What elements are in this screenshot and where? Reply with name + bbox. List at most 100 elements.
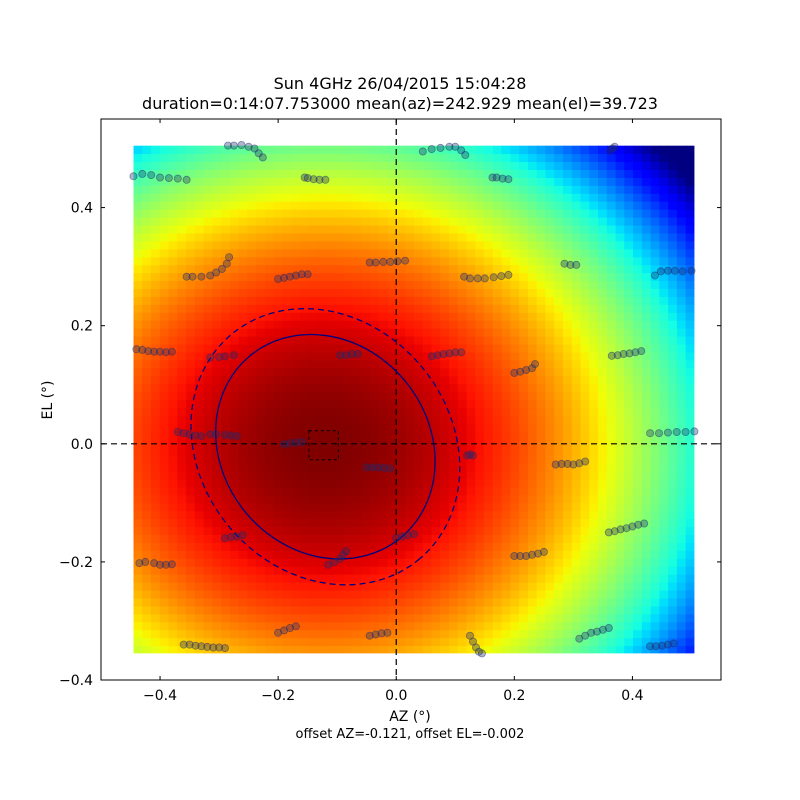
heatmap-cell xyxy=(598,185,608,194)
heatmap-cell xyxy=(606,550,617,559)
heatmap-cell xyxy=(247,264,257,274)
scan-point xyxy=(652,642,661,651)
heatmap-cell xyxy=(598,280,608,290)
heatmap-cell xyxy=(326,280,336,290)
heatmap-cell xyxy=(484,312,494,321)
heatmap-cell xyxy=(300,510,310,520)
heatmap-cell xyxy=(264,280,275,290)
heatmap-cell xyxy=(335,185,345,194)
heatmap-cell xyxy=(492,574,503,583)
heatmap-cell xyxy=(475,272,485,282)
heatmap-cell xyxy=(633,462,643,472)
heatmap-cell xyxy=(536,566,547,575)
heatmap-cell xyxy=(457,320,468,329)
heatmap-cell xyxy=(536,288,547,297)
heatmap-cell xyxy=(343,629,354,639)
heatmap-cell xyxy=(492,415,503,424)
scan-point xyxy=(427,145,436,154)
heatmap-cell xyxy=(151,375,161,385)
heatmap-cell xyxy=(221,621,231,631)
heatmap-cell xyxy=(264,574,275,583)
heatmap-cell xyxy=(300,351,310,361)
heatmap-cell xyxy=(247,597,257,607)
heatmap-cell xyxy=(291,177,301,186)
heatmap-cell xyxy=(484,526,494,535)
heatmap-cell xyxy=(361,351,371,361)
heatmap-cell xyxy=(633,336,643,345)
heatmap-cell xyxy=(282,510,292,520)
heatmap-cell xyxy=(133,391,143,401)
heatmap-cell xyxy=(370,280,380,290)
heatmap-cell xyxy=(676,288,687,297)
scan-points xyxy=(129,140,699,658)
y-tick-label: −0.2 xyxy=(59,555,93,571)
heatmap-cell xyxy=(247,502,257,512)
heatmap-cell xyxy=(580,470,590,480)
heatmap-cell xyxy=(142,193,152,202)
heatmap-cell xyxy=(177,637,187,647)
heatmap-cell xyxy=(352,185,362,194)
heatmap-cell xyxy=(291,272,301,282)
heatmap-cell xyxy=(317,431,327,440)
heatmap-cell xyxy=(685,605,695,615)
heatmap-cell xyxy=(457,399,468,409)
heatmap-cell xyxy=(352,526,362,535)
heatmap-cell xyxy=(352,462,362,472)
heatmap-cell xyxy=(326,470,336,480)
heatmap-cell xyxy=(229,494,240,504)
heatmap-cell xyxy=(641,248,652,258)
heatmap-cell xyxy=(457,502,468,512)
heatmap-cell xyxy=(554,542,564,551)
heatmap-cell xyxy=(159,320,170,329)
heatmap-cell xyxy=(615,359,625,369)
heatmap-cell xyxy=(282,629,292,639)
heatmap-cell xyxy=(300,264,310,274)
heatmap-cell xyxy=(335,637,345,647)
heatmap-cell xyxy=(186,526,196,535)
heatmap-cell xyxy=(475,597,485,607)
heatmap-cell xyxy=(405,351,415,361)
heatmap-cell xyxy=(159,383,170,393)
heatmap-cell xyxy=(545,185,555,194)
heatmap-cell xyxy=(273,240,284,250)
heatmap-cell xyxy=(554,518,564,528)
heatmap-cell xyxy=(378,177,389,186)
heatmap-cell xyxy=(151,336,161,345)
heatmap-cell xyxy=(370,224,380,234)
heatmap-cell xyxy=(571,637,582,647)
heatmap-cell xyxy=(238,526,249,535)
heatmap-cell xyxy=(475,193,485,202)
heatmap-cell xyxy=(492,502,503,512)
heatmap-cell xyxy=(624,645,634,654)
heatmap-cell xyxy=(475,478,485,488)
heatmap-cell xyxy=(133,312,143,321)
heatmap-cell xyxy=(264,288,275,297)
heatmap-cell xyxy=(300,391,310,401)
scan-point xyxy=(672,427,681,436)
heatmap-cell xyxy=(361,232,371,242)
heatmap-cell xyxy=(501,582,511,591)
heatmap-cell xyxy=(194,169,205,178)
heatmap-cell xyxy=(580,589,590,599)
heatmap-cell xyxy=(194,153,205,163)
heatmap-cell xyxy=(361,288,371,297)
heatmap-cell xyxy=(641,486,652,496)
heatmap-cell xyxy=(580,574,590,583)
heatmap-cell xyxy=(273,280,284,290)
heatmap-cell xyxy=(659,288,669,297)
heatmap-cell xyxy=(378,209,389,218)
heatmap-cell xyxy=(264,375,275,385)
heatmap-cell xyxy=(273,526,284,535)
heatmap-cell xyxy=(492,407,503,416)
heatmap-cell xyxy=(615,280,625,290)
heatmap-cell xyxy=(676,566,687,575)
heatmap-cell xyxy=(343,169,354,178)
heatmap-cell xyxy=(370,391,380,401)
heatmap-cell xyxy=(317,478,327,488)
heatmap-cell xyxy=(519,351,529,361)
heatmap-cell xyxy=(405,312,415,321)
heatmap-cell xyxy=(598,343,608,353)
heatmap-cell xyxy=(571,232,582,242)
heatmap-cell xyxy=(466,542,476,551)
heatmap-cell xyxy=(510,407,520,416)
